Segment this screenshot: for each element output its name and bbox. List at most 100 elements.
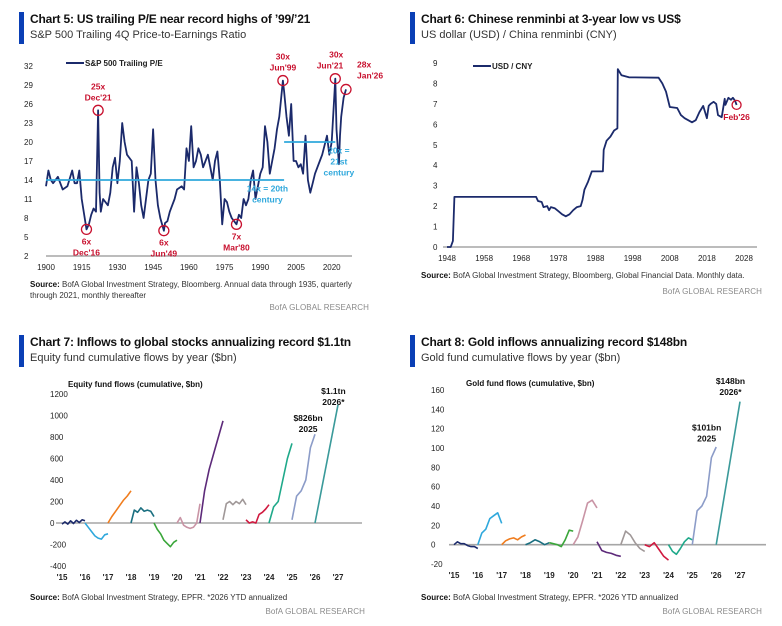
annotation-label: $826bn [293,413,322,423]
highlight-circle [230,218,243,230]
x-tick-label: '26 [711,571,722,580]
y-tick-label: 1200 [50,390,68,399]
x-tick-label: '20 [568,571,579,580]
chart-8-plot: -20 0 20 40 60 80 100 120 140 160 '15 '16 '17 '18 '19 '… [431,376,766,580]
x-tick-label: '15 [57,573,68,582]
y-tick-label: 20 [24,138,33,147]
source-text: BofA Global Investment Strategy, EPFR. *… [59,593,288,602]
x-tick-label: '23 [241,573,252,582]
y-tick-label: 200 [50,498,64,507]
y-tick-label: 400 [50,476,64,485]
highlight-circle [277,74,289,87]
axis-caption: Gold fund flows (cumulative, $bn) [466,379,595,388]
series-line-2022 [620,530,646,553]
reference-label: 14x = 20th [247,183,288,193]
title-accent-bar [19,12,24,44]
chart-source: Source: BofA Global Investment Strategy,… [30,279,360,301]
x-tick-label: '16 [80,573,91,582]
y-tick-label: -20 [431,560,443,569]
y-tick-label: 60 [431,483,440,492]
y-tick-label: 1000 [50,412,68,421]
highlight-circle [158,225,170,237]
x-tick-label: '20 [172,573,183,582]
series-line-2026- [314,404,339,524]
x-tick-label: '15 [449,571,460,580]
chart-title: Chart 5: US trailing P/E near record hig… [30,12,311,26]
footer-brand: BofA GLOBAL RESEARCH [662,607,762,616]
x-tick-label: 1968 [512,254,530,263]
y-tick-label: 14 [24,176,33,185]
y-tick-label: 6 [433,120,438,129]
series-line-2025 [691,446,717,545]
y-tick-label: 29 [24,81,33,90]
annotation-label: Dec'16 [73,247,100,257]
x-tick-label: '24 [663,571,674,580]
chart-subtitle: Gold fund cumulative flows by year ($bn) [421,352,621,364]
x-tick-label: '22 [615,571,626,580]
chart-title: Chart 6: Chinese renminbi at 3-year low … [421,12,681,26]
series-line-2015 [453,541,479,550]
y-tick-label: 800 [50,433,64,442]
y-tick-label: 80 [431,463,440,472]
x-tick-label: '23 [639,571,650,580]
y-tick-label: 4 [433,161,438,170]
series-line-2017 [501,534,526,546]
x-tick-label: '21 [592,571,603,580]
annotation-label: 28x [357,59,371,69]
source-label: Source: [30,593,60,602]
x-tick-label: 1948 [438,254,456,263]
x-tick-label: 1915 [73,263,91,272]
series-line-2015 [61,519,86,525]
annotation-label: Feb'26 [723,112,750,122]
source-label: Source: [30,280,60,289]
title-accent-bar [410,335,415,367]
source-text: BofA Global Investment Strategy, Bloombe… [30,280,352,300]
chart-5-panel: Chart 5: US trailing P/E near record hig… [0,0,391,313]
reference-label: 20x = [328,145,350,155]
x-tick-label: 1960 [180,263,198,272]
x-tick-label: 2020 [323,263,341,272]
annotation-label: Jun'21 [317,61,344,71]
y-tick-label: 8 [24,214,29,223]
y-tick-label: 600 [50,455,64,464]
chart-subtitle: Equity fund cumulative flows by year ($b… [30,352,237,364]
series-line-s-p-500-trailing-p-e [45,77,347,232]
reference-label: century [252,194,283,204]
series-line-2018 [525,539,550,546]
highlight-circle [340,83,352,96]
x-tick-label: '19 [544,571,555,580]
y-tick-label: 120 [431,425,445,434]
series-line-2021 [199,420,224,524]
annotation-label: Jun'49 [151,249,178,259]
x-tick-label: '17 [103,573,114,582]
title-accent-bar [19,335,24,367]
chart-6-panel: Chart 6: Chinese renminbi at 3-year low … [391,0,782,313]
chart-7-plot: -400 -200 0 200 400 600 800 1000 1200 '15 '16 '17 '1… [50,380,362,582]
y-tick-label: 0 [50,519,55,528]
footer-brand: BofA GLOBAL RESEARCH [662,287,762,296]
x-tick-label: 2008 [661,254,679,263]
source-text: BofA Global Investment Strategy, EPFR. *… [450,593,679,602]
series-line-2026- [715,401,741,545]
reference-label: 21st [330,156,347,166]
y-tick-label: 5 [433,141,438,150]
x-tick-label: '18 [126,573,137,582]
y-tick-label: -400 [50,562,67,571]
annotation-label: Mar'80 [223,242,250,252]
y-tick-label: 40 [431,502,440,511]
chart-title: Chart 7: Inflows to global stocks annual… [30,335,351,349]
series-line-2019 [549,529,574,548]
y-tick-label: 100 [431,444,445,453]
chart-title: Chart 8: Gold inflows annualizing record… [421,335,687,349]
series-line-2016 [84,522,109,540]
x-tick-label: '22 [218,573,229,582]
source-label: Source: [421,593,451,602]
x-tick-label: 1975 [216,263,234,272]
annotation-label: 25x [91,81,105,91]
y-tick-label: 23 [24,119,33,128]
annotation-label: 30x [276,52,290,62]
y-tick-label: 17 [24,157,33,166]
x-tick-label: '26 [310,573,321,582]
x-tick-label: '27 [735,571,746,580]
y-tick-label: 7 [433,100,438,109]
